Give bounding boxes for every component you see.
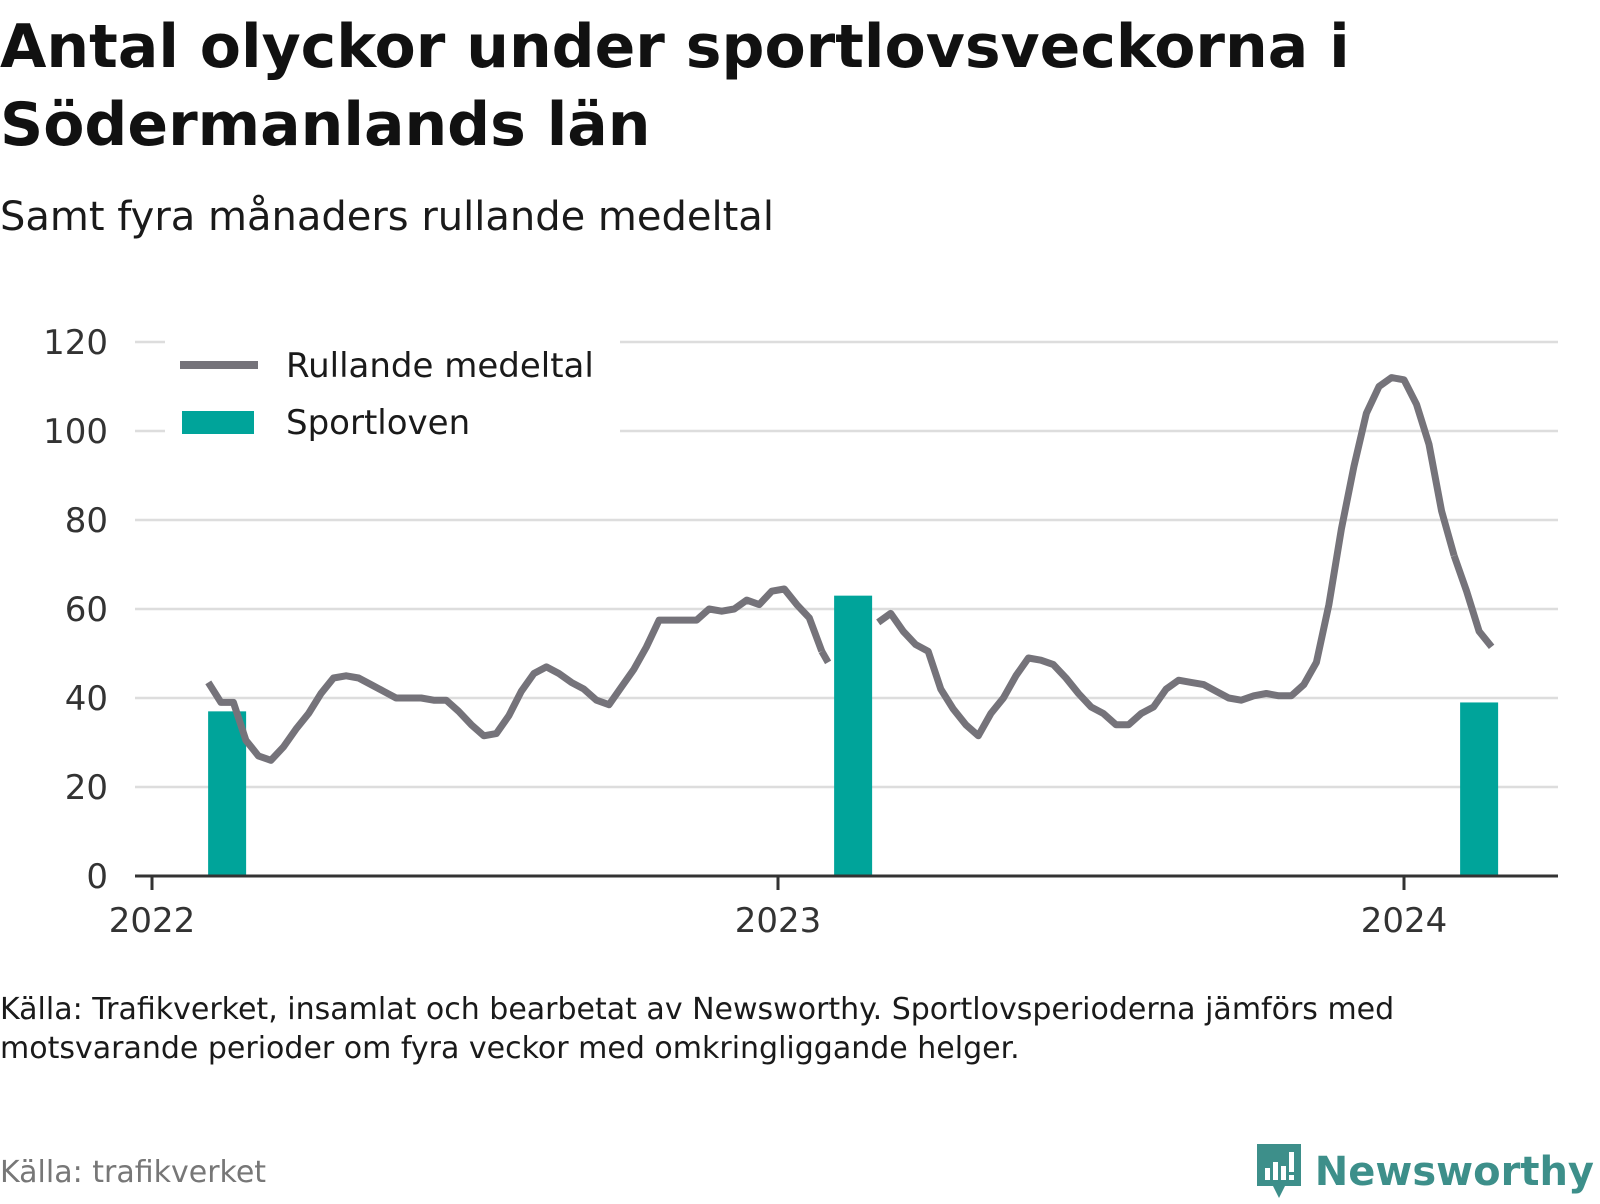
line-rullande-medeltal	[205, 374, 1495, 764]
x-tick-label: 2024	[1361, 901, 1448, 940]
line-segment	[205, 585, 826, 764]
y-tick-label: 20	[65, 768, 108, 808]
y-tick-label: 0	[86, 857, 108, 897]
y-tick-label: 100	[43, 412, 108, 452]
legend-label-bar: Sportloven	[286, 403, 470, 443]
bar-sportloven	[1460, 702, 1499, 876]
y-tick-label: 60	[65, 590, 108, 630]
y-tick-label: 40	[65, 679, 108, 719]
y-axis: 0 20 40 60 80 100 120	[43, 323, 108, 897]
line-segment	[818, 649, 832, 665]
y-tick-label: 80	[65, 501, 108, 541]
newsworthy-logo-icon	[1256, 1144, 1301, 1198]
legend-background	[165, 330, 620, 460]
legend: Rullande medeltal Sportloven	[165, 330, 620, 460]
brand-name: Newsworthy	[1314, 1149, 1594, 1195]
chart-subtitle: Samt fyra månaders rullande medeltal	[0, 194, 774, 240]
legend-label-line: Rullande medeltal	[286, 346, 594, 386]
x-axis: 2022 2023 2024	[109, 876, 1448, 940]
line-segment	[876, 374, 1458, 740]
bar-sportloven	[208, 711, 247, 876]
bar-sportloven	[834, 595, 873, 876]
x-tick-label: 2022	[109, 901, 196, 940]
footer-source: Källa: trafikverket	[0, 1155, 267, 1190]
y-tick-label: 120	[43, 323, 108, 363]
brand-logo[interactable]: Newsworthy	[1253, 1140, 1594, 1204]
x-tick-label: 2023	[735, 901, 822, 940]
page-title: Antal olyckor under sportlovsveckorna i …	[0, 12, 1350, 160]
chart: 0 20 40 60 80 100 120 2022 2023 2024 Rullande me…	[43, 323, 1558, 940]
bars-sportloven	[208, 595, 1499, 876]
legend-swatch-bar	[182, 411, 254, 434]
line-segment	[1450, 554, 1495, 649]
source-note: Källa: Trafikverket, insamlat och bearbe…	[0, 992, 1395, 1066]
